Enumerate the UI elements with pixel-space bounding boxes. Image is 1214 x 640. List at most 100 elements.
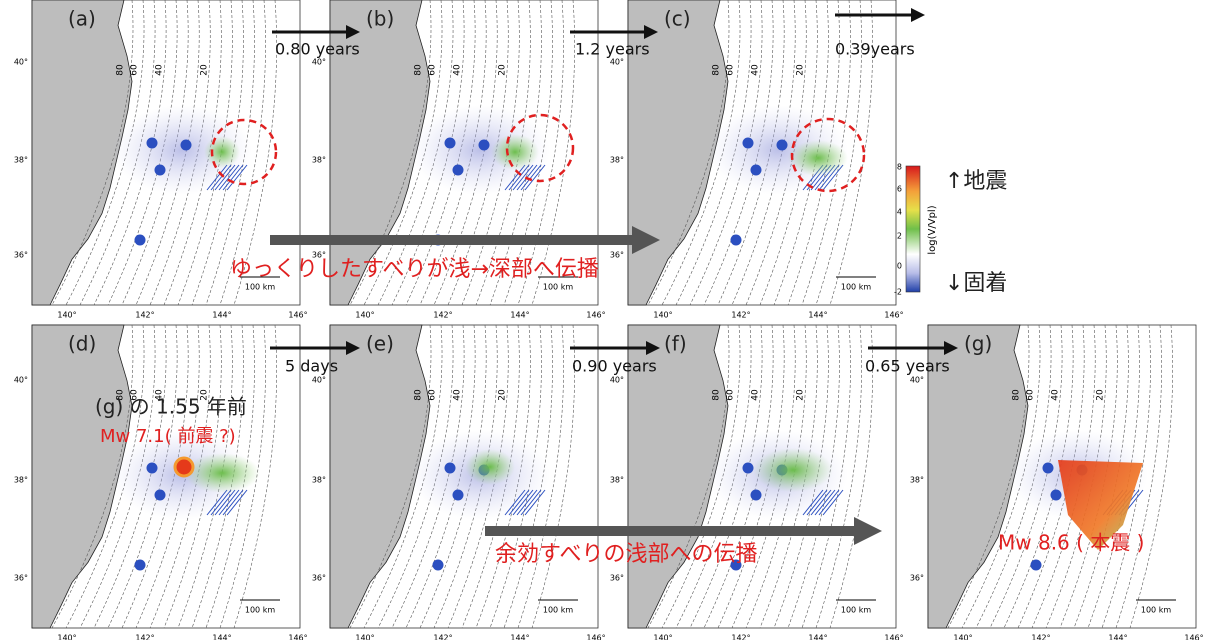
- depth-label: 80: [414, 389, 424, 401]
- lat-label: 38°: [610, 476, 624, 485]
- map-panel: (g)80604020100 km40°38°36°140°142°144°14…: [910, 325, 1204, 640]
- lat-label: 36°: [610, 251, 624, 260]
- depth-label: 20: [1096, 389, 1106, 401]
- lon-label: 146°: [884, 634, 903, 640]
- slip-patch: [753, 448, 833, 492]
- depth-label: 60: [428, 64, 438, 76]
- lat-label: 40°: [14, 58, 28, 67]
- asperity: [751, 490, 762, 501]
- depth-label: 40: [453, 389, 463, 401]
- lat-label: 40°: [312, 376, 326, 385]
- slip-patch: [465, 449, 515, 485]
- lat-label: 38°: [14, 476, 28, 485]
- lon-label: 142°: [433, 311, 452, 320]
- colorbar-tick: 4: [897, 208, 902, 217]
- colorbar-tick: -2: [894, 288, 902, 297]
- lat-label: 36°: [14, 574, 28, 583]
- lon-label: 144°: [1108, 634, 1127, 640]
- depth-label: 20: [796, 389, 806, 401]
- annotation: ゆっくりしたすべりが浅→深部へ伝播: [230, 257, 599, 282]
- panel-label: (f): [664, 332, 687, 356]
- lat-label: 40°: [312, 58, 326, 67]
- asperity: [453, 490, 464, 501]
- time-label: 0.90 years: [572, 357, 657, 376]
- lon-label: 142°: [731, 634, 750, 640]
- depth-label: 40: [453, 64, 463, 76]
- depth-label: 40: [155, 64, 165, 76]
- lon-label: 146°: [586, 311, 605, 320]
- lat-label: 40°: [14, 376, 28, 385]
- lat-label: 36°: [312, 574, 326, 583]
- asperity: [155, 490, 166, 501]
- lon-label: 144°: [212, 311, 231, 320]
- colorbar-top: ↑地震: [945, 169, 1007, 194]
- slip-patch: [788, 140, 848, 176]
- lat-label: 40°: [610, 58, 624, 67]
- lon-label: 140°: [653, 634, 672, 640]
- lat-label: 38°: [14, 156, 28, 165]
- panel-label: (a): [68, 7, 96, 31]
- asperity: [445, 463, 456, 474]
- time-label: 0.65 years: [865, 357, 950, 376]
- lat-label: 40°: [610, 376, 624, 385]
- lon-label: 140°: [355, 634, 374, 640]
- colorbar-tick: 8: [897, 163, 902, 172]
- panel-label: (b): [366, 7, 394, 31]
- asperity: [155, 165, 166, 176]
- lon-label: 144°: [808, 634, 827, 640]
- time-label: 5 days: [285, 357, 338, 376]
- lat-label: 40°: [910, 376, 924, 385]
- panel-label: (g): [964, 332, 992, 356]
- depth-label: 40: [751, 64, 761, 76]
- asperity: [453, 165, 464, 176]
- lon-label: 142°: [731, 311, 750, 320]
- asperity: [479, 140, 490, 151]
- lon-label: 140°: [57, 634, 76, 640]
- colorbar-bottom: ↓固着: [945, 271, 1007, 296]
- depth-label: 80: [116, 64, 126, 76]
- time-label: 0.39years: [835, 40, 915, 59]
- lon-label: 144°: [212, 634, 231, 640]
- lon-label: 144°: [510, 634, 529, 640]
- asperity: [181, 140, 192, 151]
- slip-patch: [184, 453, 260, 493]
- lat-label: 36°: [910, 574, 924, 583]
- asperity: [743, 138, 754, 149]
- depth-label: 20: [498, 64, 508, 76]
- annotation: 余効すべりの浅部への伝播: [495, 542, 757, 567]
- lat-label: 36°: [610, 574, 624, 583]
- lon-label: 142°: [135, 634, 154, 640]
- colorbar: [906, 166, 920, 292]
- lon-label: 146°: [288, 311, 307, 320]
- map-panel: (d)80604020100 km40°38°36°140°142°144°14…: [14, 325, 308, 640]
- depth-label: 80: [414, 64, 424, 76]
- asperity: [1043, 463, 1054, 474]
- asperity: [135, 235, 146, 246]
- depth-label: 40: [751, 389, 761, 401]
- depth-label: 60: [1026, 389, 1036, 401]
- lon-label: 146°: [1184, 634, 1203, 640]
- scale-bar-label: 100 km: [841, 283, 871, 292]
- depth-label: 80: [712, 389, 722, 401]
- depth-label: 60: [726, 389, 736, 401]
- asperity: [777, 140, 788, 151]
- slip-patch: [491, 134, 539, 170]
- propagation-arrow: [270, 235, 640, 245]
- asperity: [445, 138, 456, 149]
- lat-label: 36°: [14, 251, 28, 260]
- depth-label: 60: [428, 389, 438, 401]
- time-label: 0.80 years: [275, 40, 360, 59]
- lat-label: 38°: [312, 156, 326, 165]
- scale-bar-label: 100 km: [543, 283, 573, 292]
- colorbar-tick: 0: [897, 262, 902, 271]
- lat-label: 38°: [610, 156, 624, 165]
- scale-bar-label: 100 km: [841, 606, 871, 615]
- asperity: [433, 560, 444, 571]
- propagation-arrow: [485, 526, 862, 536]
- lat-label: 38°: [910, 476, 924, 485]
- colorbar-tick: 2: [897, 232, 902, 241]
- colorbar-tick: 6: [897, 185, 902, 194]
- asperity: [731, 235, 742, 246]
- panel-label: (c): [664, 7, 691, 31]
